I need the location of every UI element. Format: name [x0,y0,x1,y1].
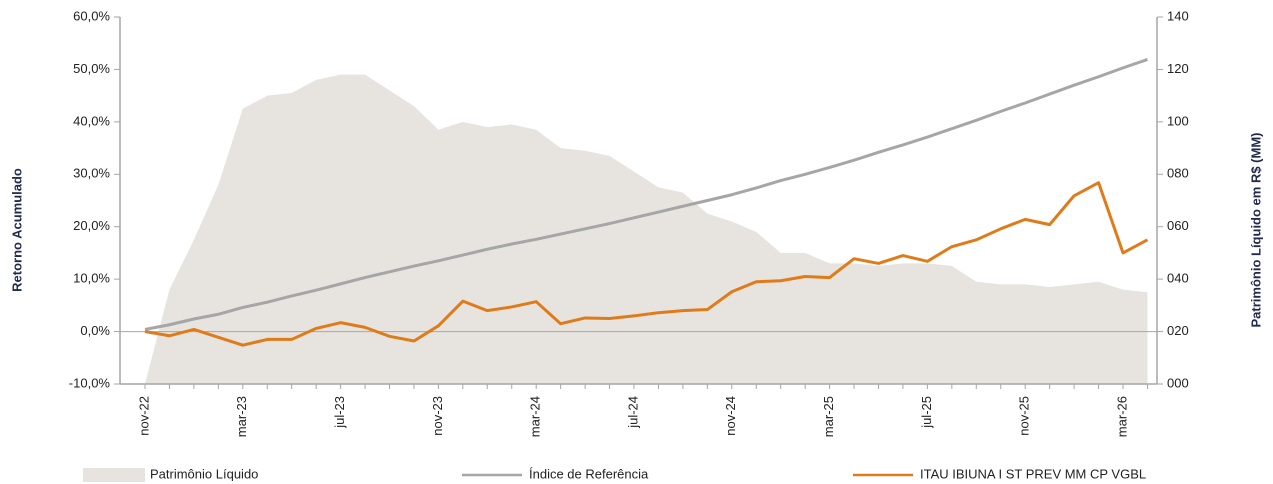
y2-tick-label: 080 [1167,166,1189,181]
x-tick-label: mar-25 [821,396,836,437]
y2-tick-label: 000 [1167,375,1189,390]
x-tick-label: nov-25 [1017,396,1032,436]
y2-tick-label: 020 [1167,323,1189,338]
y-tick-label: 30,0% [73,166,110,181]
legend-label: Índice de Referência [529,466,649,481]
x-tick-label: jul-24 [625,396,640,429]
x-tick-label: jul-23 [332,396,347,429]
x-tick-label: mar-24 [528,396,543,437]
y-tick-label: 60,0% [73,8,110,23]
x-tick-label: mar-26 [1114,396,1129,437]
y-axis-title: Retorno Acumulado [9,168,24,292]
line [144,181,1149,347]
legend-swatch [83,468,145,482]
y2-tick-label: 060 [1167,218,1189,233]
x-tick-label: nov-22 [136,396,151,436]
y-tick-label: 20,0% [73,218,110,233]
y2-tick-label: 140 [1167,8,1189,23]
y-tick-label: 0,0% [80,323,110,338]
x-tick-label: jul-25 [919,396,934,429]
y2-tick-label: 040 [1167,271,1189,286]
line [144,58,1148,331]
y2-axis-title: Patrimônio Líquido em R$ (MM) [1248,133,1263,328]
y-tick-label: -10,0% [69,375,111,390]
legend-label: Patrimônio Líquido [150,466,258,481]
x-tick-label: mar-23 [234,396,249,437]
x-tick-label: nov-23 [430,396,445,436]
y-tick-label: 40,0% [73,113,110,128]
y2-tick-label: 100 [1167,113,1189,128]
y-tick-label: 50,0% [73,61,110,76]
y2-tick-label: 120 [1167,61,1189,76]
y-tick-label: 10,0% [73,271,110,286]
x-tick-label: nov-24 [723,396,738,436]
legend-label: ITAU IBIUNA I ST PREV MM CP VGBL [920,466,1146,481]
area [145,74,1148,385]
